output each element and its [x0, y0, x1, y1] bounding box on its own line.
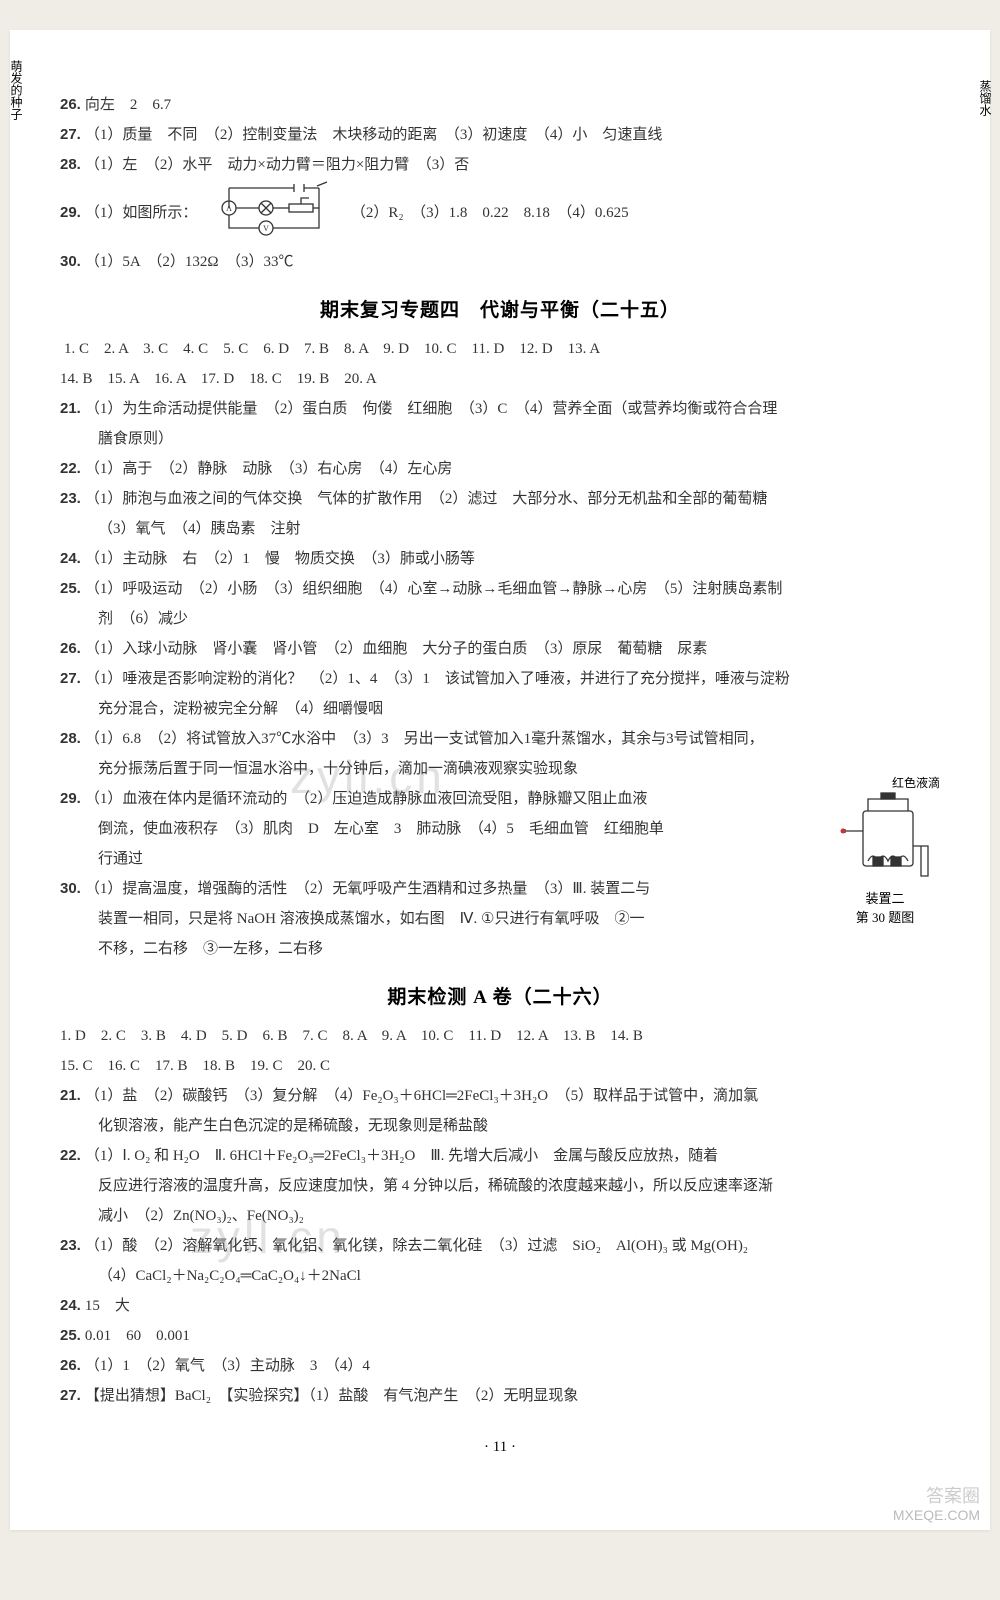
- b-mc-row2: 15. C 16. C 17. B 18. B 19. C 20. C: [60, 1051, 940, 1081]
- b22: 22.（1）Ⅰ. O₂ 和 H₂O Ⅱ. 6HCl＋Fe₂O₃═2FeCl₃＋3…: [60, 1141, 940, 1171]
- b21-l2: 化钡溶液，能产生白色沉淀的是稀硫酸，无现象则是稀盐酸: [60, 1111, 940, 1141]
- page-number: · 11 ·: [60, 1439, 940, 1456]
- a22: 22.（1）高于 （2）静脉 动脉 （3）右心房 （4）左心房: [60, 454, 940, 484]
- section-title-a: 期末复习专题四 代谢与平衡（二十五）: [60, 295, 940, 322]
- a-mc-row2: 14. B 15. A 16. A 17. D 18. C 19. B 20. …: [60, 364, 940, 394]
- b23: 23.（1）酸 （2）溶解氧化钙、氧化铝、氧化镁，除去二氧化硅 （3）过滤 Si…: [60, 1231, 940, 1261]
- b-mc-row1: 1. D 2. C 3. B 4. D 5. D 6. B 7. C 8. A …: [60, 1021, 940, 1051]
- b22-l3: 减小 （2）Zn(NO₃)₂、Fe(NO₃)₂: [60, 1201, 940, 1231]
- a29: 29.（1）血液在体内是循环流动的 （2）压迫造成静脉血液回流受阻，静脉瓣又阻止…: [60, 784, 940, 814]
- a-mc-row1: 1. C 2. A 3. C 4. C 5. C 6. D 7. B 8. A …: [60, 334, 940, 364]
- b26: 26.（1）1 （2）氧气 （3）主动脉 3 （4）4: [60, 1351, 940, 1381]
- svg-text:V: V: [263, 224, 269, 233]
- a29-l3: 行通过: [60, 844, 940, 874]
- a29-l2: 倒流，使血液积存 （3）肌肉 D 左心室 3 肺动脉 （4）5 毛细血管 红细胞…: [60, 814, 940, 844]
- page: zyll.cn zyll.cn 26.向左 2 6.7 27.（1）质量 不同 …: [10, 30, 990, 1530]
- q26: 26.向左 2 6.7: [60, 90, 940, 120]
- a30: 30.（1）提高温度，增强酶的活性 （2）无氧呼吸产生酒精和过多热量 （3）Ⅲ.…: [60, 874, 940, 904]
- b25: 25.0.01 60 0.001: [60, 1321, 940, 1351]
- b21: 21.（1）盐 （2）碳酸钙 （3）复分解 （4）Fe₂O₃＋6HCl═2FeC…: [60, 1081, 940, 1111]
- a30-l3: 不移，二右移 ③一左移，二右移: [60, 934, 940, 964]
- a24: 24.（1）主动脉 右 （2）1 慢 物质交换 （3）肺或小肠等: [60, 544, 940, 574]
- b27: 27.【提出猜想】BaCl₂ 【实验探究】（1）盐酸 有气泡产生 （2）无明显现…: [60, 1381, 940, 1411]
- q28: 28.（1）左 （2）水平 动力×动力臂＝阻力×阻力臂 （3）否: [60, 150, 940, 180]
- a21-l2: 膳食原则）: [60, 424, 940, 454]
- a27: 27.（1）唾液是否影响淀粉的消化？ （2）1、4 （3）1 该试管加入了唾液，…: [60, 664, 940, 694]
- b22-l2: 反应进行溶液的温度升高，反应速度加快，第 4 分钟以后，稀硫酸的浓度越来越小，所…: [60, 1171, 940, 1201]
- a23-l2: （3）氧气 （4）胰岛素 注射: [60, 514, 940, 544]
- section-title-b: 期末检测 A 卷（二十六）: [60, 982, 940, 1009]
- a26: 26.（1）入球小动脉 肾小囊 肾小管 （2）血细胞 大分子的蛋白质 （3）原尿…: [60, 634, 940, 664]
- a28-l2: 充分振荡后置于同一恒温水浴中，十分钟后，滴加一滴碘液观察实验现象: [60, 754, 940, 784]
- b23-l2: （4）CaCl₂＋Na₂C₂O₄═CaC₂O₄↓＋2NaCl: [60, 1261, 940, 1291]
- a25: 25.（1）呼吸运动 （2）小肠 （3）组织细胞 （4）心室→动脉→毛细血管→静…: [60, 574, 940, 604]
- circuit-diagram-icon: A V: [209, 180, 339, 247]
- a25-l2: 剂 （6）减少: [60, 604, 940, 634]
- apparatus-diagram: 红色液滴 萌发的种子 蒸馏水 装置二 第 30 题图: [830, 774, 940, 926]
- q30: 30.（1）5A （2）132Ω （3）33℃: [60, 247, 940, 277]
- q27: 27.（1）质量 不同 （2）控制变量法 木块移动的距离 （3）初速度 （4）小…: [60, 120, 940, 150]
- b24: 24.15 大: [60, 1291, 940, 1321]
- svg-text:A: A: [226, 204, 232, 213]
- a23: 23.（1）肺泡与血液之间的气体交换 气体的扩散作用 （2）滤过 大部分水、部分…: [60, 484, 940, 514]
- corner-watermark: 答案圈 MXEQE.COM: [893, 1486, 980, 1524]
- a27-l2: 充分混合，淀粉被完全分解 （4）细嚼慢咽: [60, 694, 940, 724]
- a30-l2: 装置一相同，只是将 NaOH 溶液换成蒸馏水，如右图 Ⅳ. ①只进行有氧呼吸 ②…: [60, 904, 940, 934]
- a28: 28.（1）6.8 （2）将试管放入37℃水浴中 （3）3 另出一支试管加入1毫…: [60, 724, 940, 754]
- a21: 21.（1）为生命活动提供能量 （2）蛋白质 佝偻 红细胞 （3）C （4）营养…: [60, 394, 940, 424]
- q29: 29.（1）如图所示： A V （2）R₂ （3）1.8 0.22 8: [60, 180, 940, 247]
